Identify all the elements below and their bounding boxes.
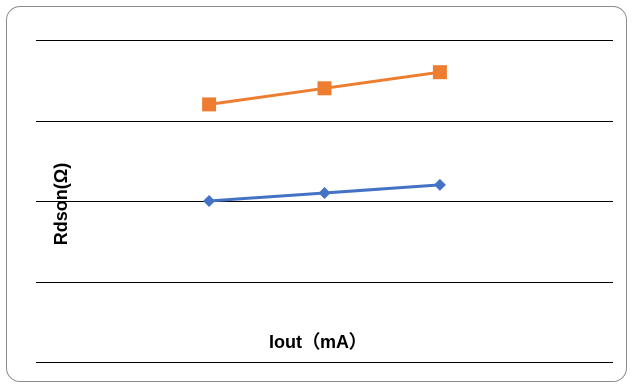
data-point	[433, 178, 446, 191]
data-point	[318, 186, 331, 199]
data-point	[317, 81, 332, 96]
gridlines	[36, 40, 613, 363]
series-2	[202, 65, 447, 112]
series-layer	[202, 65, 447, 207]
y-axis-title: Rdson(Ω)	[51, 163, 71, 245]
series-1	[203, 178, 446, 207]
x-axis-title: Iout（mA）	[269, 332, 367, 352]
data-point	[203, 195, 216, 207]
data-point	[202, 97, 217, 112]
data-point	[432, 65, 447, 80]
